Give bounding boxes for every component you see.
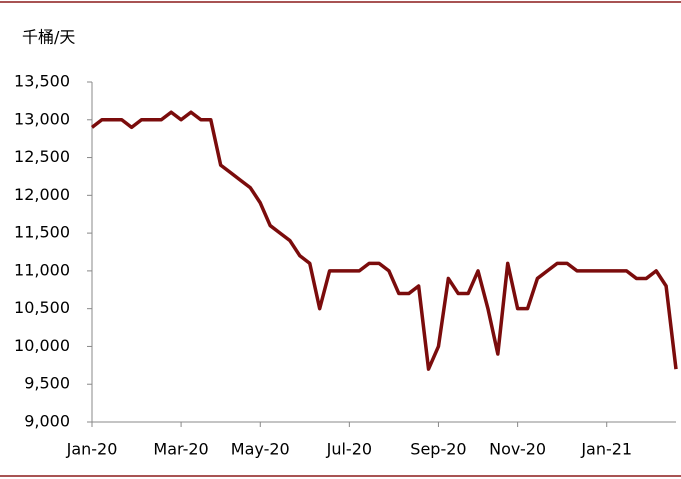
y-tick-label: 9,500 xyxy=(24,374,70,393)
y-tick-label: 13,000 xyxy=(14,109,70,128)
y-tick-label: 10,000 xyxy=(14,336,70,355)
y-tick-label: 12,500 xyxy=(14,147,70,166)
y-tick-label: 13,500 xyxy=(14,72,70,91)
y-tick-label: 9,000 xyxy=(24,412,70,431)
x-tick-label: May-20 xyxy=(231,440,290,459)
x-tick-label: Mar-20 xyxy=(153,440,208,459)
x-tick-label: Nov-20 xyxy=(489,440,546,459)
line-series xyxy=(90,110,678,371)
x-tick-label: Jul-20 xyxy=(326,440,372,459)
x-tick-label: Jan-20 xyxy=(66,440,118,459)
y-tick-label: 11,500 xyxy=(14,223,70,242)
y-tick-label: 11,000 xyxy=(14,260,70,279)
y-tick-label: 12,000 xyxy=(14,185,70,204)
y-tick-label: 10,500 xyxy=(14,298,70,317)
x-tick-label: Jan-21 xyxy=(580,440,632,459)
y-axis-title: 千桶/天 xyxy=(22,28,75,47)
x-tick-label: Sep-20 xyxy=(410,440,466,459)
